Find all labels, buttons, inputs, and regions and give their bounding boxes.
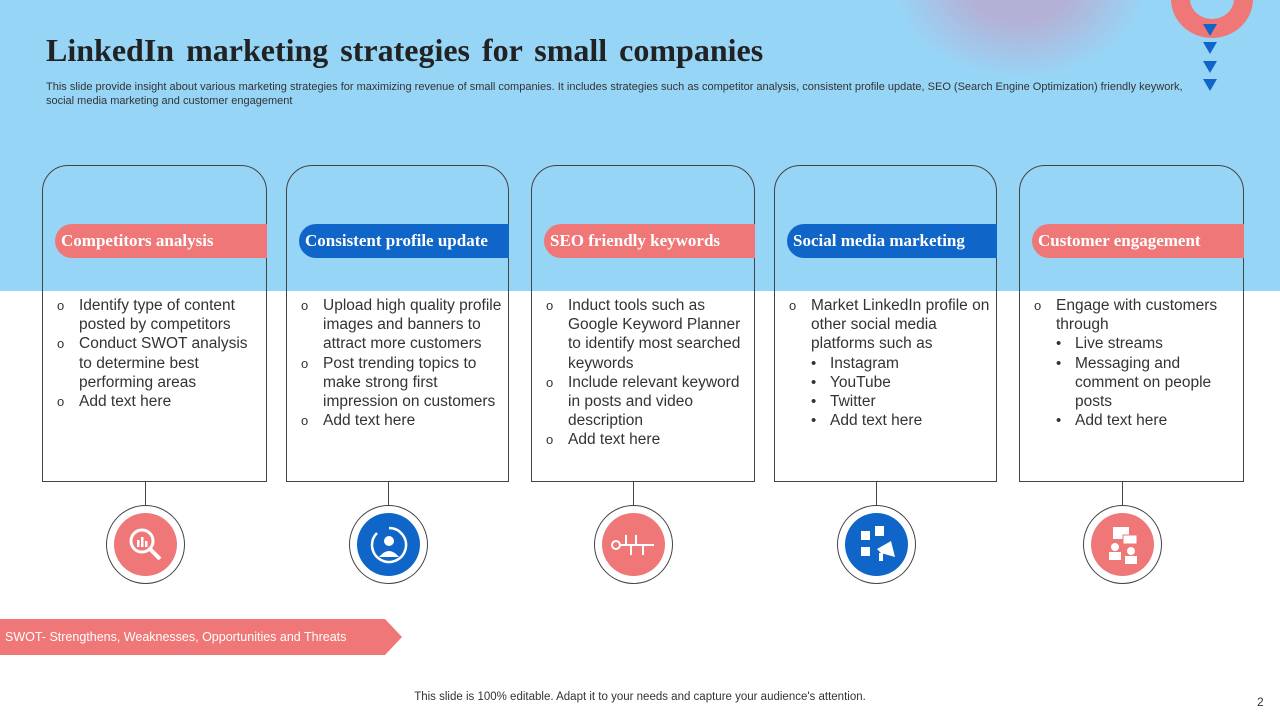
card-list: o Market LinkedIn profile on other social… (789, 296, 990, 430)
triangle-icon (1203, 24, 1217, 36)
bullet-marker: o (57, 336, 65, 352)
card-heading: Consistent profile update (299, 224, 509, 258)
megaphone-social-icon (845, 513, 908, 576)
list-item-text: Engage with customers through (1056, 297, 1218, 334)
triangle-icon (1203, 61, 1217, 73)
list-item-text: Conduct SWOT analysis to determine best … (79, 335, 248, 391)
connector-line (145, 481, 146, 505)
list-item-text: Messaging and comment on people posts (1075, 354, 1212, 411)
bullet-marker: • (811, 393, 817, 411)
page-number: 2 (1257, 695, 1264, 709)
strategy-card-consistent-profile-update: Consistent profile update o Upload high q… (286, 165, 509, 482)
strategy-card-seo-friendly-keywords: SEO friendly keywords o Induct tools such… (531, 165, 755, 482)
keyword-key-icon (602, 513, 665, 576)
bullet-marker: • (811, 354, 817, 372)
list-item-text: Post trending topics to make strong firs… (323, 354, 496, 411)
icon-circle (106, 505, 185, 584)
connector-line (1122, 481, 1123, 505)
bullet-marker: o (789, 298, 797, 313)
list-item-text: Identify type of content posted by compe… (79, 297, 235, 334)
list-item: o Add text here (546, 430, 748, 449)
list-item: o Identify type of content posted by comp… (57, 296, 260, 334)
icon-circle (837, 505, 916, 584)
list-item: o Conduct SWOT analysis to determine best… (57, 334, 260, 392)
list-item-text: Instagram (830, 354, 899, 372)
bullet-marker: o (57, 298, 65, 313)
list-item: • Live streams (1034, 334, 1237, 353)
list-item-text: Add text here (568, 431, 661, 449)
connector-line (633, 481, 634, 505)
list-item: o Engage with customers through (1034, 296, 1237, 334)
list-item-text: Induct tools such as Google Keyword Plan… (568, 297, 741, 372)
bullet-marker: • (811, 373, 817, 391)
connector-line (388, 481, 389, 505)
people-chat-icon (1091, 513, 1154, 576)
card-heading: Customer engagement (1032, 224, 1244, 258)
list-item: • Instagram (789, 354, 990, 373)
list-item: • Add text here (789, 411, 990, 430)
bullet-marker: o (301, 298, 309, 313)
magnifier-chart-icon (114, 513, 177, 576)
list-item: • YouTube (789, 373, 990, 392)
bullet-marker: • (1056, 354, 1062, 372)
bullet-marker: o (1034, 298, 1042, 313)
triangle-icon (1203, 42, 1217, 54)
list-item: o Add text here (57, 392, 260, 411)
card-list: o Engage with customers through • Live stre… (1034, 296, 1237, 430)
page-subtitle: This slide provide insight about various… (46, 81, 1183, 107)
list-item: o Post trending topics to make strong fir… (301, 354, 502, 412)
triangle-icon (1203, 79, 1217, 91)
list-item-text: Add text here (1075, 412, 1168, 430)
strategy-card-social-media-marketing: Social media marketing o Market LinkedIn … (774, 165, 997, 482)
strategy-card-competitors-analysis: Competitors analysis o Identify type of c… (42, 165, 267, 482)
strategy-card-customer-engagement: Customer engagement o Engage with custome… (1019, 165, 1244, 482)
list-item: • Messaging and comment on people posts (1034, 354, 1237, 412)
list-item-text: Upload high quality profile images and b… (323, 297, 502, 353)
bullet-marker: • (1056, 335, 1062, 353)
list-item: • Twitter (789, 392, 990, 411)
bullet-marker: o (301, 355, 309, 371)
list-item-text: Add text here (79, 393, 172, 411)
list-item-text: Add text here (323, 412, 416, 430)
bullet-marker: o (301, 413, 309, 429)
connector-line (876, 481, 877, 505)
icon-circle (594, 505, 673, 584)
user-refresh-icon (357, 513, 420, 576)
card-list: o Induct tools such as Google Keyword Pla… (546, 296, 748, 450)
list-item-text: Live streams (1075, 335, 1163, 353)
card-heading: Competitors analysis (55, 224, 267, 258)
bullet-marker: • (1056, 412, 1062, 430)
bullet-marker: o (57, 394, 65, 410)
list-item-text: Market LinkedIn profile on other social … (811, 297, 990, 353)
bullet-marker: o (546, 298, 554, 313)
list-item: o Add text here (301, 411, 502, 430)
list-item: o Market LinkedIn profile on other social… (789, 296, 990, 354)
card-heading: SEO friendly keywords (544, 224, 755, 258)
list-item-text: Twitter (830, 393, 876, 411)
card-list: o Identify type of content posted by comp… (57, 296, 260, 411)
card-list: o Upload high quality profile images and … (301, 296, 502, 430)
list-item-text: Add text here (830, 412, 923, 430)
bullet-marker: • (811, 412, 817, 430)
bullet-marker: o (546, 374, 554, 390)
list-item: o Upload high quality profile images and … (301, 296, 502, 354)
footer-text: This slide is 100% editable. Adapt it to… (414, 691, 866, 703)
page-title: LinkedIn marketing strategies for small … (46, 32, 764, 68)
list-item-text: YouTube (830, 373, 891, 391)
bullet-marker: o (546, 432, 554, 448)
icon-circle (349, 505, 428, 584)
list-item: • Add text here (1034, 411, 1237, 430)
list-item: o Induct tools such as Google Keyword Pla… (546, 296, 748, 373)
list-item: o Include relevant keyword in posts and v… (546, 373, 748, 431)
swot-note: SWOT- Strengthens, Weaknesses, Opportuni… (0, 619, 402, 655)
list-item-text: Include relevant keyword in posts and vi… (568, 373, 740, 430)
icon-circle (1083, 505, 1162, 584)
card-heading: Social media marketing (787, 224, 997, 258)
